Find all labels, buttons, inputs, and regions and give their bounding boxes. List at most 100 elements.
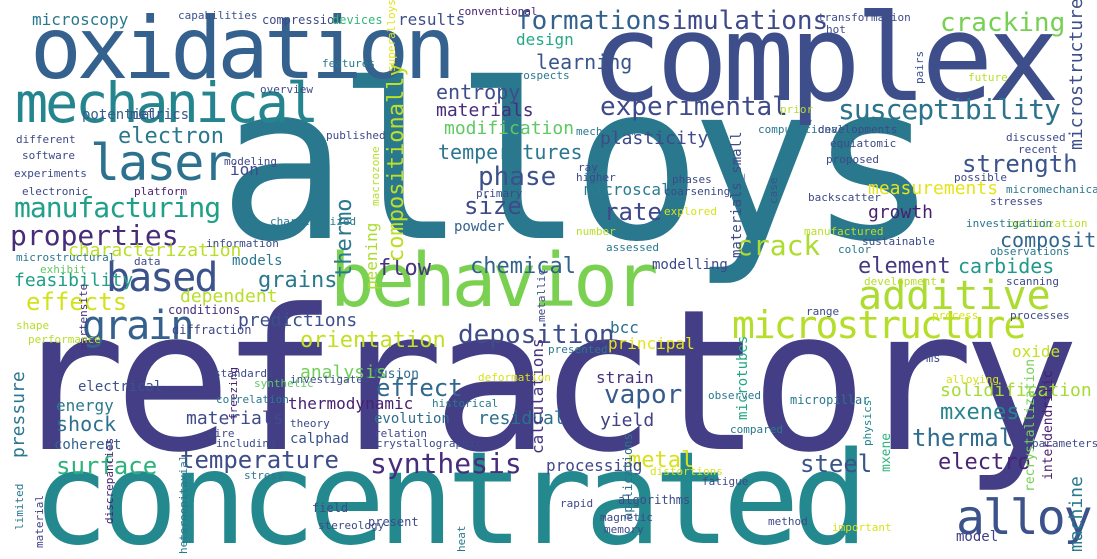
- word-fusion: potential: [82, 107, 158, 123]
- word-ms: synthetic: [254, 377, 314, 390]
- word-dependent: growth: [868, 202, 934, 223]
- word-grains: grains: [258, 268, 338, 293]
- word-devices: published: [326, 129, 386, 142]
- word-crystallographic: material: [33, 495, 46, 548]
- word-electronic: primary: [476, 187, 523, 200]
- word-investigated: crystallographic: [376, 437, 482, 450]
- word-compared: including: [216, 437, 276, 450]
- word-recent: color: [838, 243, 872, 256]
- word-algorithms: algorithms: [618, 493, 691, 507]
- word-electro: bcc: [610, 318, 639, 337]
- word-analysis: modification: [444, 118, 575, 139]
- word-entropy: solidification: [940, 380, 1092, 401]
- word-possible: assessed: [606, 241, 659, 254]
- word-susceptibility: susceptibility: [838, 93, 1061, 126]
- word-stress: field: [312, 501, 349, 515]
- word-plasticity: materials: [186, 408, 284, 429]
- word-steel: steel: [800, 450, 873, 478]
- word-concentrated: concentrated: [32, 425, 869, 559]
- word-vapor: vapor: [604, 380, 683, 410]
- word-electrical: microscopy: [32, 10, 129, 29]
- word-formation: formation: [516, 6, 657, 36]
- word-modeling: coarsening: [664, 185, 731, 198]
- word-diffraction: ion: [230, 160, 259, 179]
- word-flow: flow: [378, 256, 431, 281]
- word-additive: additive: [858, 273, 1051, 319]
- word-conditions: metrics: [130, 107, 190, 123]
- word-memory: memory: [604, 523, 644, 536]
- word-proposed: possible: [954, 171, 1007, 184]
- word-sustainable: process: [932, 309, 979, 322]
- word-crack: crack: [736, 229, 821, 262]
- word-parameters: model: [956, 529, 999, 545]
- word-number: observed: [708, 389, 761, 402]
- word-limited: superalloys: [385, 0, 398, 72]
- word-magnetic: magnetic: [600, 511, 653, 524]
- word-freezing: experiments: [14, 167, 87, 180]
- word-evolution: principal: [608, 334, 695, 353]
- word-information: computational: [758, 123, 845, 136]
- word-size: size: [464, 192, 522, 220]
- word-experimental: experimental: [600, 92, 788, 122]
- word-interdendritic: conditions: [168, 303, 241, 317]
- word-superalloys: compression: [262, 13, 342, 27]
- word-thermodynamic: dependent: [180, 286, 278, 307]
- word-alloying: correlation: [216, 393, 289, 406]
- word-manufactured: processes: [1010, 309, 1070, 322]
- word-mechanical: mechanical: [15, 71, 319, 135]
- word-standards: relation: [374, 427, 427, 440]
- word-design: calphad: [290, 431, 350, 447]
- word-potential: processing: [546, 456, 643, 475]
- word-capabilities: macrozone: [369, 146, 382, 206]
- word-synthesis: synthesis: [370, 447, 522, 480]
- word-compositions: pressure: [8, 371, 29, 458]
- word-equiatomic: backscatter: [808, 191, 881, 204]
- word-overview: data: [134, 255, 161, 268]
- word-strain: compositions: [1000, 228, 1097, 252]
- word-models: analysis: [300, 362, 387, 383]
- word-pressure: interdendritic: [1041, 370, 1056, 480]
- word-growth: shock: [56, 412, 117, 436]
- word-processing: strain: [596, 368, 654, 387]
- word-metrics: evolution: [374, 411, 450, 427]
- word-microstructural: developments: [818, 123, 898, 136]
- word-modelling: results: [398, 10, 466, 29]
- word-effect: effect: [376, 374, 463, 402]
- word-mechanism: micromechanical: [1006, 183, 1097, 196]
- word-future: sustainable: [862, 235, 935, 248]
- word-mxene: measurements: [868, 178, 999, 199]
- word-present: heat: [455, 525, 468, 553]
- word-microscopy: calculations: [528, 338, 547, 454]
- word-properties: properties: [10, 219, 179, 252]
- word-case: capabilities: [178, 9, 258, 22]
- word-thermo: electrical: [78, 379, 163, 395]
- word-theory: shape: [16, 319, 50, 332]
- word-applications: materials_small: [729, 131, 745, 258]
- word-metallic: transformation: [818, 11, 911, 24]
- word-stresses: development: [864, 275, 937, 288]
- word-microstructure: microstructure: [732, 303, 1026, 347]
- word-presented: limited: [13, 483, 26, 530]
- word-thermal: thermal: [912, 424, 1014, 452]
- word-relation: performance: [28, 333, 101, 346]
- word-shape: discrepancies: [103, 437, 116, 524]
- word-coherent: design: [516, 30, 574, 49]
- word-shock: oxide: [1012, 342, 1061, 361]
- word-cracking: cracking: [940, 8, 1066, 38]
- word-data: equiatomic: [830, 137, 897, 150]
- word-pairs: devices: [332, 13, 383, 27]
- word-measurements: powder: [454, 219, 505, 235]
- word-powder: plasticity: [600, 128, 709, 149]
- word-method: method: [768, 515, 808, 528]
- word-explored: recent: [1018, 143, 1058, 156]
- word-phase: phase: [478, 162, 557, 192]
- word-characterization: machine: [1066, 476, 1087, 552]
- word-material: features: [322, 57, 375, 70]
- word-strength: strength: [962, 150, 1078, 178]
- word-different: exhibit: [40, 263, 87, 276]
- word-assessed: compared: [730, 423, 783, 436]
- word-discussed: manufactured: [804, 225, 884, 238]
- word-rapid: rapid: [560, 497, 594, 510]
- word-based: based: [106, 255, 218, 301]
